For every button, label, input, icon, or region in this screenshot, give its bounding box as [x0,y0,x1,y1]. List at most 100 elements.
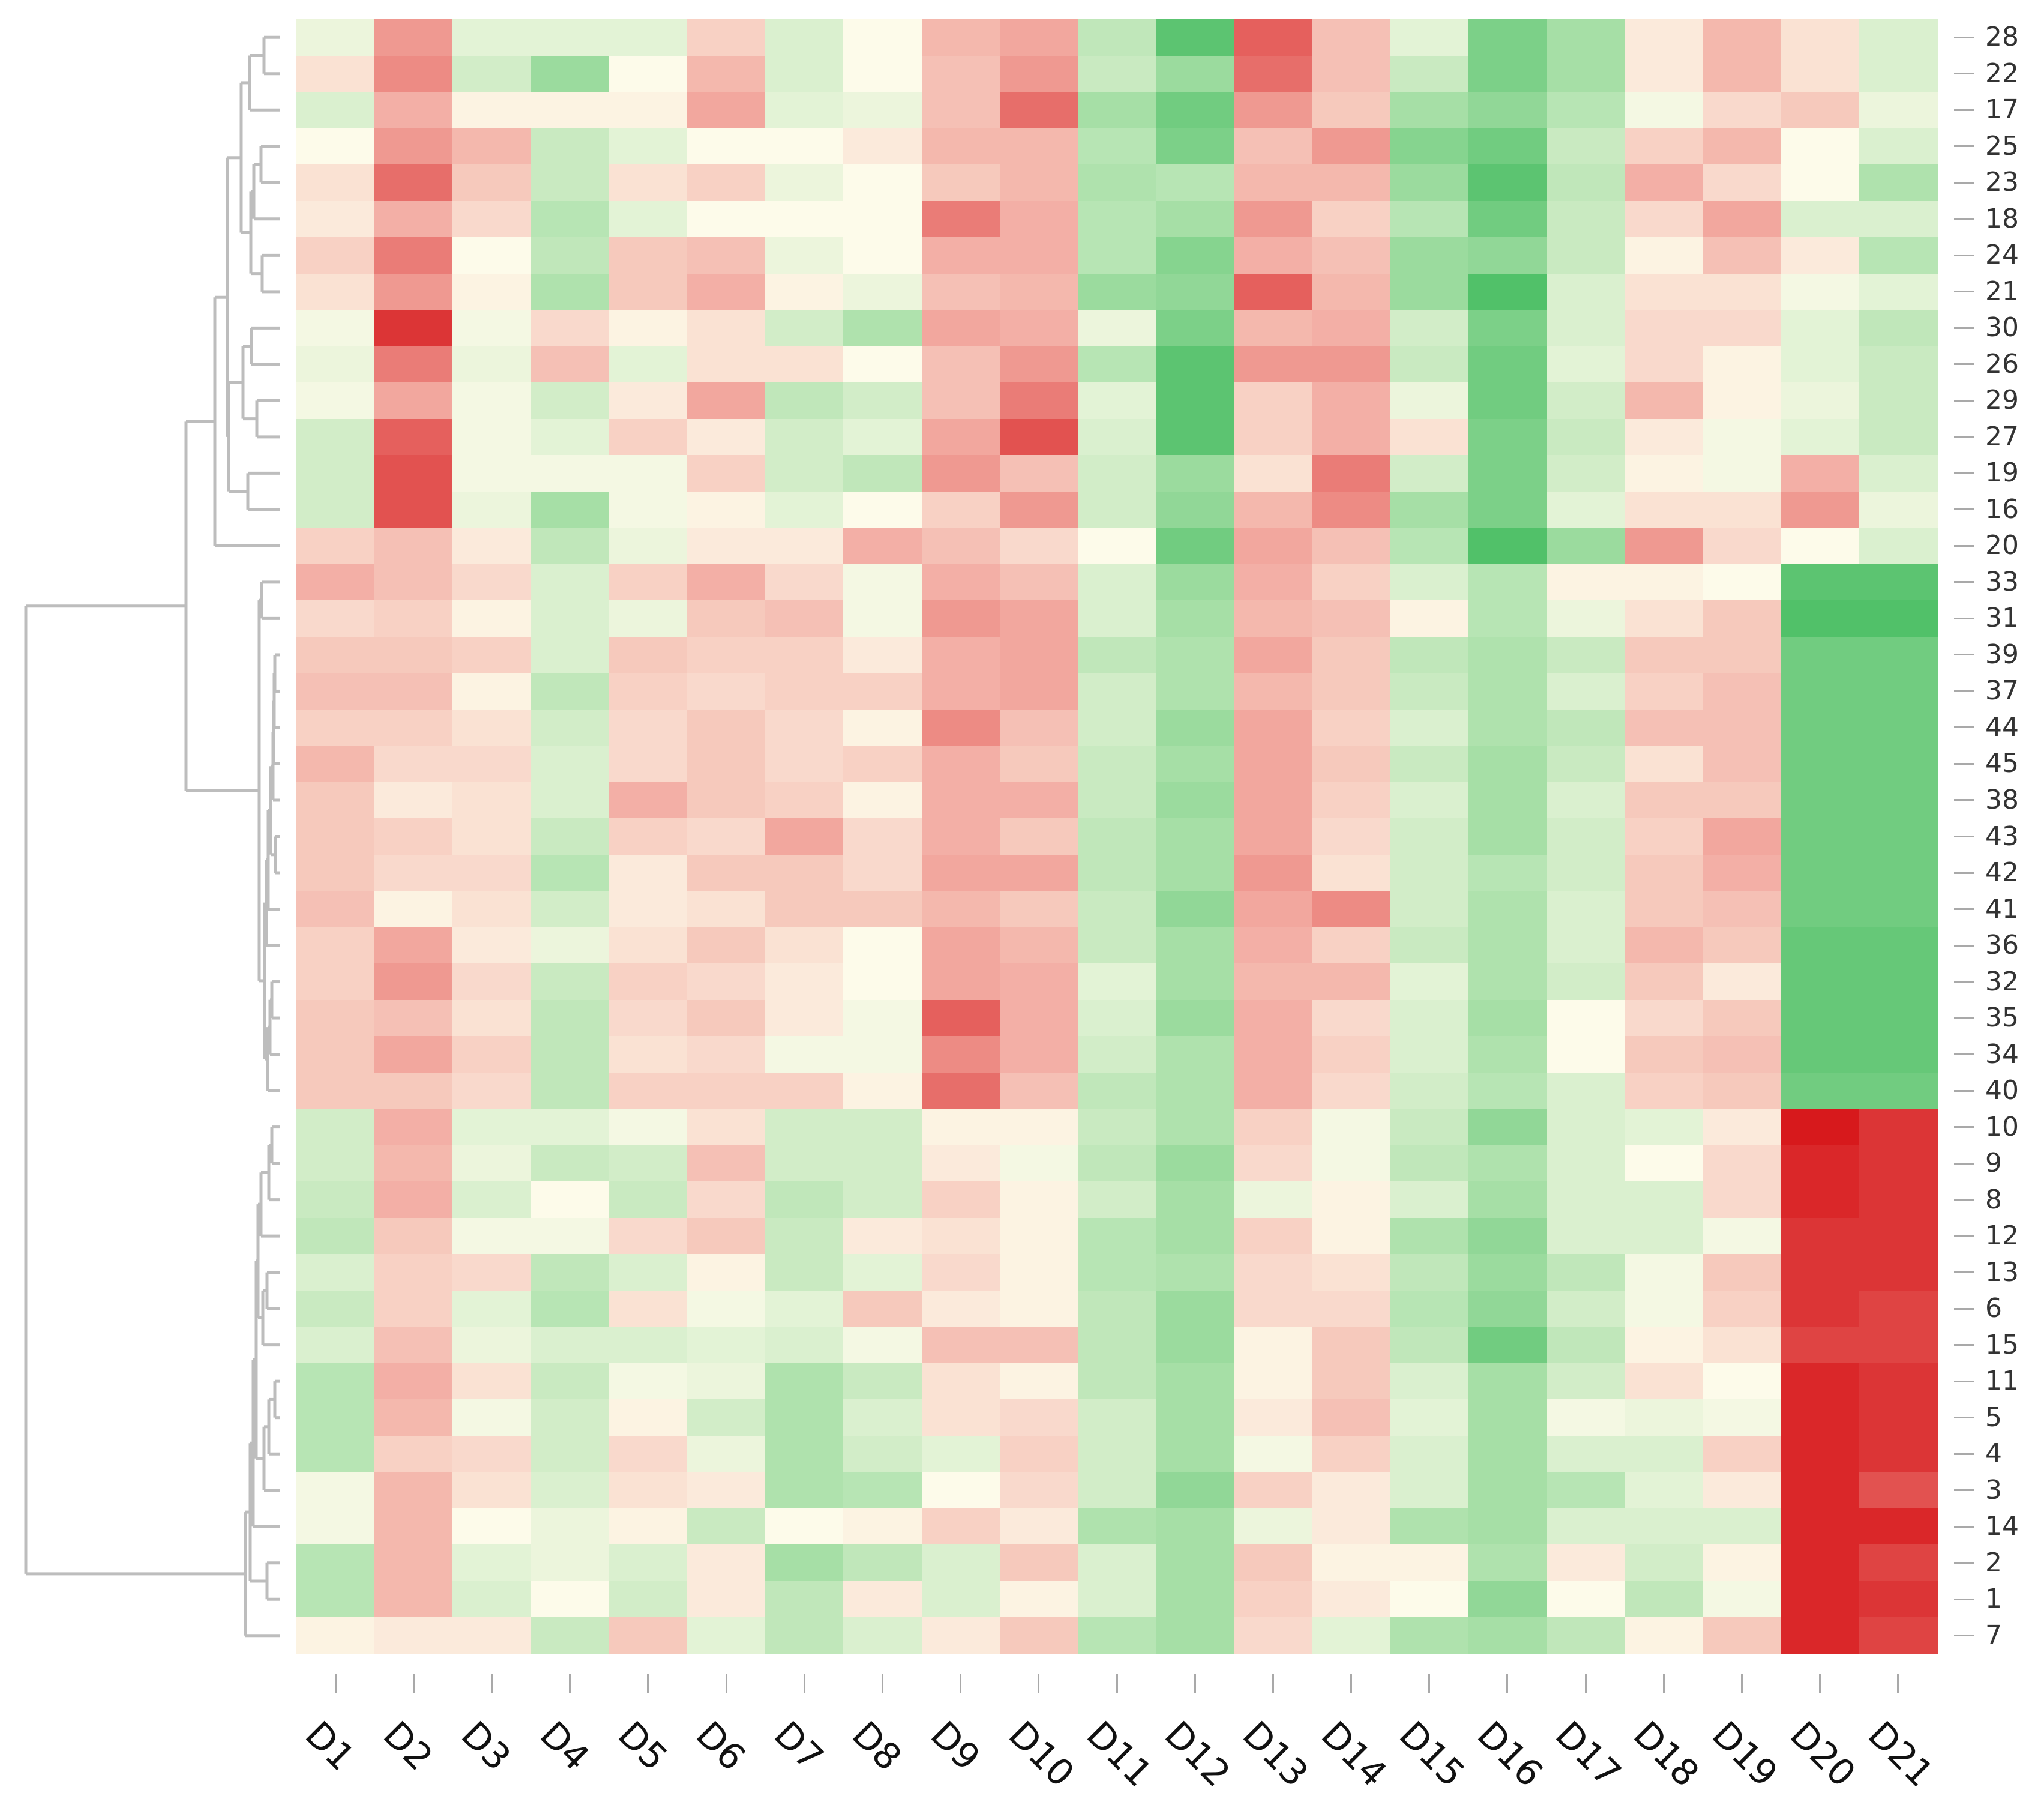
heatmap-cell [609,673,688,710]
heatmap-cell [1390,1145,1469,1182]
heatmap-cell [609,709,688,746]
heatmap-cell [1859,19,1938,56]
heatmap-cell [531,927,610,964]
row-label: 34 [1985,1038,2019,1070]
heatmap-cell [531,200,610,238]
heatmap-cell [1234,1327,1313,1364]
heatmap-cell [1077,1072,1156,1109]
heatmap-cell [609,1472,688,1509]
heatmap-cell [531,1181,610,1219]
column-tick [569,1674,571,1693]
heatmap-cell [609,1290,688,1327]
row-tick [1954,399,1974,402]
heatmap-cell [1625,1036,1704,1073]
heatmap-cell [1156,636,1234,673]
heatmap-cell [1468,564,1547,601]
heatmap-cell [687,1217,766,1255]
heatmap-cell [1781,1472,1860,1509]
heatmap-cell [1547,1145,1625,1182]
heatmap-cell [1468,818,1547,855]
heatmap-cell [1625,709,1704,746]
heatmap-cell [1077,1472,1156,1509]
heatmap-cell [1234,1617,1313,1654]
heatmap-cell [1703,19,1782,56]
heatmap-cell [296,1617,375,1654]
heatmap-cell [374,528,453,565]
heatmap-cell [531,1327,610,1364]
heatmap-cell [921,673,1000,710]
heatmap-cell [452,1544,532,1582]
heatmap-cell [1156,564,1234,601]
heatmap-cell [843,854,922,891]
heatmap-cell [1625,310,1704,347]
heatmap-cell [1312,927,1391,964]
heatmap-cell [999,1327,1078,1364]
heatmap-cell [1625,346,1704,383]
heatmap-cell [1547,273,1625,310]
heatmap-cell [1781,1363,1860,1400]
heatmap-cell [1312,1036,1391,1073]
heatmap-cell [609,1145,688,1182]
heatmap-cell [1781,1399,1860,1436]
heatmap-cell [296,273,375,310]
column-tick [1897,1674,1899,1693]
heatmap-cell [1156,1036,1234,1073]
heatmap-cell [1468,1181,1547,1219]
heatmap-cell [843,528,922,565]
heatmap-cell [609,128,688,165]
heatmap-cell [1156,709,1234,746]
heatmap-cell [452,528,532,565]
heatmap-cell [1625,636,1704,673]
row-label: 36 [1985,930,2019,961]
heatmap-cell [843,1508,922,1546]
heatmap-cell [609,237,688,274]
heatmap-cell [1859,528,1938,565]
heatmap-cell [1547,346,1625,383]
heatmap-cell [1703,1363,1782,1400]
heatmap-cell [1077,999,1156,1037]
heatmap-cell [1390,237,1469,274]
row-tick [1954,544,1974,547]
heatmap-cell [843,636,922,673]
heatmap-cell [609,1399,688,1436]
heatmap-cell [1234,200,1313,238]
heatmap-cell [1625,164,1704,202]
heatmap-cell [1077,963,1156,1001]
heatmap-cell [1468,200,1547,238]
heatmap-cell [1547,200,1625,238]
row-label: 30 [1985,312,2019,343]
heatmap-cell [999,55,1078,92]
heatmap-cell [531,891,610,928]
heatmap-cell [1859,1145,1938,1182]
heatmap-cell [1156,1472,1234,1509]
heatmap-cell [1468,128,1547,165]
heatmap-cell [531,673,610,710]
heatmap-cell [1156,1254,1234,1291]
heatmap-cell [1312,273,1391,310]
heatmap-cell [687,92,766,129]
heatmap-cell [999,1580,1078,1618]
heatmap-cell [452,1580,532,1618]
heatmap-cell [999,1217,1078,1255]
heatmap-cell [687,673,766,710]
heatmap-cell [1547,455,1625,492]
row-tick [1954,1126,1974,1128]
heatmap-cell [1859,818,1938,855]
heatmap-cell [1234,1072,1313,1109]
heatmap-cell [999,1363,1078,1400]
heatmap-cell [999,746,1078,783]
heatmap-cell [1468,746,1547,783]
heatmap-cell [921,491,1000,528]
heatmap-cell [1859,746,1938,783]
heatmap-cell [1390,92,1469,129]
heatmap-cell [765,455,844,492]
heatmap-cell [1781,92,1860,129]
heatmap-cell [296,128,375,165]
heatmap-cell [765,818,844,855]
row-tick [1954,508,1974,511]
row-tick [1954,181,1974,184]
heatmap-cell [1312,200,1391,238]
heatmap-cell [609,1435,688,1473]
heatmap-cell [1859,564,1938,601]
row-tick [1954,1271,1974,1274]
